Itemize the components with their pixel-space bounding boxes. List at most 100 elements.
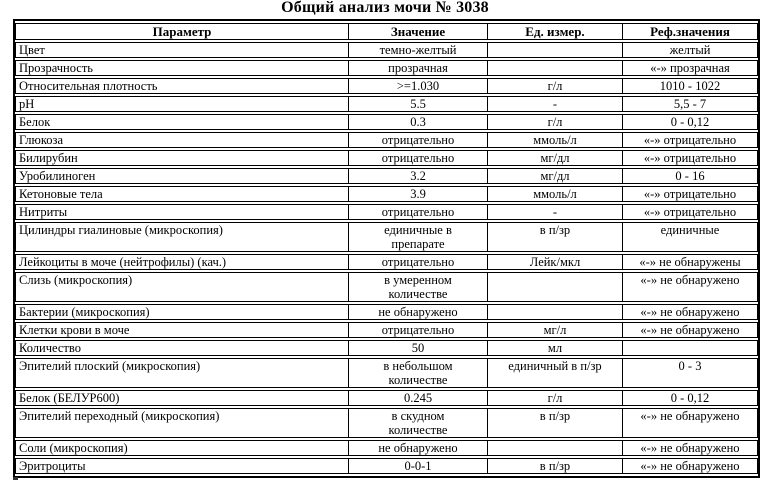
row-reference: 0 - 0,12 — [622, 390, 758, 406]
row-unit: - — [487, 204, 622, 220]
row-value: отрицательно — [348, 150, 487, 166]
row-unit: мг/дл — [487, 150, 622, 166]
table-row: Количество 50 мл — [15, 340, 758, 356]
row-value: 3.9 — [348, 186, 487, 202]
row-unit: в п/зр — [487, 222, 622, 252]
row-value: единичные в препарате — [348, 222, 487, 252]
table-row: Клетки крови в моче отрицательно мг/л «-… — [15, 322, 758, 338]
row-unit: мг/дл — [487, 168, 622, 184]
row-value: в скудном количестве — [348, 408, 487, 438]
column-header-value: Значение — [348, 23, 487, 40]
row-parameter: Слизь (микроскопия) — [15, 272, 348, 302]
table-row: Относительная плотность >=1.030 г/л 1010… — [15, 78, 758, 94]
row-value: 0.3 — [348, 114, 487, 130]
page-title: Общий анализ мочи № 3038 — [281, 0, 489, 16]
row-unit: единичный в п/зр — [487, 358, 622, 388]
row-value: >=1.030 — [348, 78, 487, 94]
row-parameter: Нитриты — [15, 204, 348, 220]
row-unit: ммоль/л — [487, 186, 622, 202]
row-parameter: Белок — [15, 114, 348, 130]
row-value: 5.5 — [348, 96, 487, 112]
row-value: 0.245 — [348, 390, 487, 406]
table-row: Цилиндры гиалиновые (микроскопия) единич… — [15, 222, 758, 252]
row-unit: в п/зр — [487, 458, 622, 474]
row-parameter: Эпителий плоский (микроскопия) — [15, 358, 348, 388]
row-reference: «-» не обнаружено — [622, 272, 758, 302]
row-reference: «-» отрицательно — [622, 150, 758, 166]
row-value: темно-желтый — [348, 42, 487, 58]
table-row: Соли (микроскопия) не обнаружено «-» не … — [15, 440, 758, 456]
clipped-text-artifact — [13, 477, 18, 480]
row-parameter: Прозрачность — [15, 60, 348, 76]
row-unit: в п/зр — [487, 408, 622, 438]
row-reference: «-» не обнаружено — [622, 322, 758, 338]
row-reference: 0 - 0,12 — [622, 114, 758, 130]
row-unit: г/л — [487, 78, 622, 94]
table-row: Лейкоциты в моче (нейтрофилы) (кач.) отр… — [15, 254, 758, 270]
row-parameter: pH — [15, 96, 348, 112]
row-reference: 5,5 - 7 — [622, 96, 758, 112]
row-unit: г/л — [487, 390, 622, 406]
row-reference: «-» отрицательно — [622, 132, 758, 148]
table-row: Билирубин отрицательно мг/дл «-» отрицат… — [15, 150, 758, 166]
column-header-unit: Ед. измер. — [487, 23, 622, 40]
table-header-row: Параметр Значение Ед. измер. Реф.значени… — [15, 23, 758, 40]
table-row: Эпителий переходный (микроскопия) в скуд… — [15, 408, 758, 438]
row-reference: «-» не обнаружено — [622, 304, 758, 320]
row-parameter: Билирубин — [15, 150, 348, 166]
row-value: 3.2 — [348, 168, 487, 184]
row-value: в небольшом количестве — [348, 358, 487, 388]
row-reference — [622, 340, 758, 356]
row-parameter: Цвет — [15, 42, 348, 58]
row-value: отрицательно — [348, 322, 487, 338]
table-row: Белок (БЕЛУР600) 0.245 г/л 0 - 0,12 — [15, 390, 758, 406]
table-row: Слизь (микроскопия) в умеренном количест… — [15, 272, 758, 302]
row-parameter: Клетки крови в моче — [15, 322, 348, 338]
row-parameter: Эритроциты — [15, 458, 348, 474]
row-value: не обнаружено — [348, 304, 487, 320]
row-parameter: Белок (БЕЛУР600) — [15, 390, 348, 406]
row-unit — [487, 272, 622, 302]
row-reference: 0 - 3 — [622, 358, 758, 388]
row-value: прозрачная — [348, 60, 487, 76]
row-parameter: Лейкоциты в моче (нейтрофилы) (кач.) — [15, 254, 348, 270]
row-unit — [487, 304, 622, 320]
row-parameter: Эпителий переходный (микроскопия) — [15, 408, 348, 438]
row-parameter: Цилиндры гиалиновые (микроскопия) — [15, 222, 348, 252]
row-reference: «-» не обнаружены — [622, 254, 758, 270]
column-header-reference: Реф.значения — [622, 23, 758, 40]
table-row: Эпителий плоский (микроскопия) в небольш… — [15, 358, 758, 388]
row-reference: «-» не обнаружено — [622, 458, 758, 474]
row-value: не обнаружено — [348, 440, 487, 456]
table-row: pH 5.5 - 5,5 - 7 — [15, 96, 758, 112]
row-reference: 1010 - 1022 — [622, 78, 758, 94]
row-value: отрицательно — [348, 204, 487, 220]
row-unit — [487, 440, 622, 456]
column-header-parameter: Параметр — [15, 23, 348, 40]
row-unit: - — [487, 96, 622, 112]
table-row: Эритроциты 0-0-1 в п/зр «-» не обнаружен… — [15, 458, 758, 474]
row-value: отрицательно — [348, 254, 487, 270]
row-unit: Лейк/мкл — [487, 254, 622, 270]
row-reference: 0 - 16 — [622, 168, 758, 184]
row-value: 0-0-1 — [348, 458, 487, 474]
row-value: 50 — [348, 340, 487, 356]
row-unit: г/л — [487, 114, 622, 130]
table-row: Уробилиноген 3.2 мг/дл 0 - 16 — [15, 168, 758, 184]
row-parameter: Глюкоза — [15, 132, 348, 148]
row-reference: «-» не обнаружено — [622, 408, 758, 438]
table-row: Нитриты отрицательно - «-» отрицательно — [15, 204, 758, 220]
row-unit: ммоль/л — [487, 132, 622, 148]
row-parameter: Соли (микроскопия) — [15, 440, 348, 456]
row-reference: «-» отрицательно — [622, 186, 758, 202]
row-parameter: Уробилиноген — [15, 168, 348, 184]
table-row: Цвет темно-желтый желтый — [15, 42, 758, 58]
row-value: в умеренном количестве — [348, 272, 487, 302]
table-row: Бактерии (микроскопия) не обнаружено «-»… — [15, 304, 758, 320]
row-reference: желтый — [622, 42, 758, 58]
row-reference: «-» прозрачная — [622, 60, 758, 76]
row-unit — [487, 60, 622, 76]
row-reference: «-» отрицательно — [622, 204, 758, 220]
row-parameter: Относительная плотность — [15, 78, 348, 94]
row-parameter: Количество — [15, 340, 348, 356]
